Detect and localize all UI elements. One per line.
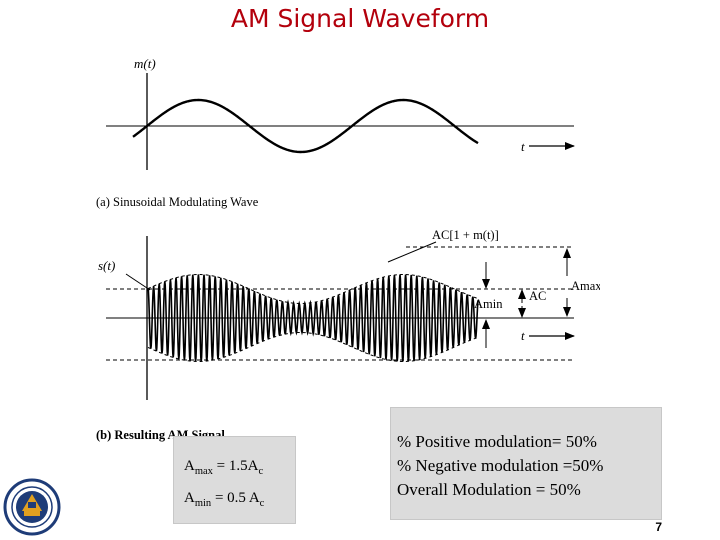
modulation-info-box: % Positive modulation= 50% % Negative mo… (390, 407, 662, 520)
am-waveform-figure: m(t) t (a) Sinusoidal Modulating Wave s(… (96, 56, 600, 442)
page-number: 7 (655, 520, 662, 534)
ac-label: AC (529, 289, 546, 303)
amin-value-line: Amin = 0.5 Ac (184, 490, 265, 509)
panel-b-am-signal: s(t) AC[1 + m(t)] Amin AC Amax t (b) Res… (96, 228, 600, 442)
amax-label: Amax (571, 279, 600, 293)
university-seal-icon (3, 478, 61, 536)
panel-a-xlabel: t (521, 139, 525, 154)
amin-label: Amin (474, 297, 503, 311)
positive-modulation-line: % Positive modulation= 50% (397, 432, 597, 451)
am-carrier-wave (147, 274, 479, 362)
panel-a-modulating-wave: m(t) t (a) Sinusoidal Modulating Wave (96, 56, 575, 209)
lower-envelope (147, 332, 479, 362)
envelope-label-pointer (387, 241, 437, 263)
slide-title: AM Signal Waveform (230, 4, 490, 33)
envelope-label: AC[1 + m(t)] (432, 228, 499, 242)
panel-b-xlabel: t (521, 328, 525, 343)
modulating-sine-curve (132, 98, 479, 154)
negative-modulation-line: % Negative modulation =50% (397, 456, 604, 475)
amax-value-line: Amax = 1.5Ac (184, 458, 264, 477)
panel-a-caption: (a) Sinusoidal Modulating Wave (96, 195, 259, 209)
overall-modulation-line: Overall Modulation = 50% (397, 480, 581, 499)
panel-a-ylabel: m(t) (134, 56, 156, 71)
s-label-pointer (125, 273, 151, 291)
panel-b-ylabel: s(t) (98, 258, 115, 273)
amplitude-box: Amax = 1.5Ac Amin = 0.5 Ac (173, 436, 296, 524)
